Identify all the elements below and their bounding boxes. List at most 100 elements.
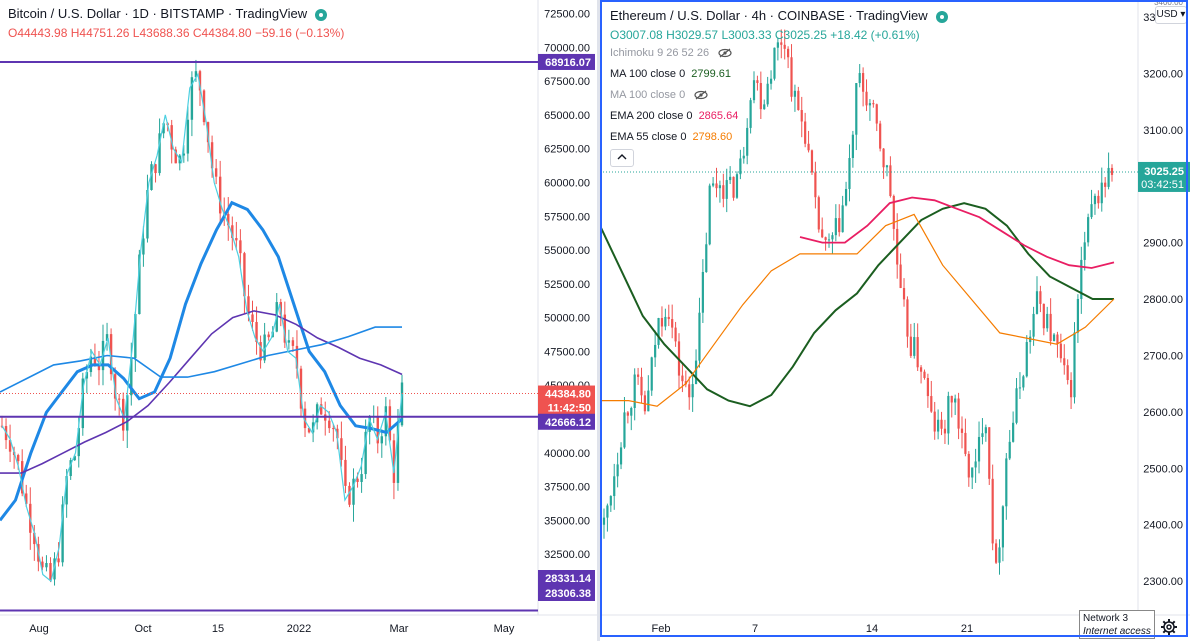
indicator-ichimoku[interactable]: Ichimoku 9 26 52 26	[610, 47, 732, 59]
candle-body	[971, 467, 974, 478]
y-tick-label: 2400.00	[1143, 520, 1183, 532]
btc-chart[interactable]: 72500.00 70000.00 67500.00 65000.00 62500.00…	[0, 0, 597, 641]
indicator-ema55[interactable]: EMA 55 close 0 2798.60	[610, 131, 733, 143]
gear-icon[interactable]	[1160, 618, 1178, 636]
x-tick-label: Oct	[134, 623, 151, 635]
eth-ohlc: O3007.08 H3029.57 L3003.33 C3025.25 +18.…	[610, 28, 920, 42]
candle-body	[364, 431, 367, 475]
candle-body	[746, 127, 749, 156]
candle-body	[16, 455, 20, 462]
candle-body	[1008, 441, 1011, 459]
indicator-line	[600, 202, 1114, 408]
eye-hidden-icon[interactable]	[718, 48, 732, 58]
eth-chart-pane[interactable]: 3400.003300.003200.003100.003000.002900.…	[600, 0, 1190, 641]
countdown-label: 03:42:51	[1141, 179, 1184, 191]
y-tick-label: 47500.00	[544, 346, 590, 358]
candle-body	[142, 238, 145, 255]
eye-hidden-icon[interactable]	[694, 90, 708, 100]
candle-body	[954, 398, 957, 403]
candle-body	[97, 364, 101, 371]
candle-body	[841, 205, 844, 233]
candle-body	[729, 176, 732, 181]
y-tick-label: 37500.00	[544, 482, 590, 494]
candle-body	[81, 378, 85, 429]
candle-body	[705, 244, 708, 273]
y-tick-label: 62500.00	[544, 144, 590, 156]
candle-body	[984, 427, 987, 434]
candle-body	[1087, 217, 1090, 243]
candle-body	[1039, 291, 1042, 304]
candle-body	[636, 374, 640, 377]
candle-body	[210, 142, 214, 169]
candle-body	[725, 180, 728, 199]
candle-body	[1097, 195, 1100, 204]
candle-body	[311, 422, 315, 433]
last-price-label: 44384.80	[545, 389, 591, 401]
candle-body	[33, 532, 36, 545]
level-label-bottom-1-bg	[538, 570, 595, 586]
candle-body	[773, 47, 776, 79]
candle-body	[872, 103, 875, 105]
candle-body	[231, 225, 234, 239]
candle-body	[923, 371, 926, 378]
eth-close: C3025.25	[774, 28, 827, 42]
level-label-bottom-1: 28331.14	[545, 573, 592, 585]
candle-body	[1032, 313, 1035, 337]
candle-body	[899, 264, 902, 289]
candle-body	[259, 342, 262, 361]
fast-ma-line	[1, 72, 403, 583]
candle-body	[1042, 303, 1045, 329]
candle-body	[688, 384, 691, 398]
btc-chart-pane[interactable]: 72500.00 70000.00 67500.00 65000.00 62500.00…	[0, 0, 597, 641]
candle-body	[255, 321, 258, 343]
candle-body	[360, 474, 363, 482]
network-tooltip: Network 3 Internet access	[1079, 610, 1155, 639]
candle-body	[61, 504, 64, 563]
candle-body	[8, 440, 12, 452]
candle-body	[1100, 182, 1103, 204]
candle-body	[882, 148, 885, 168]
chevron-up-icon	[617, 154, 627, 160]
y-tick-label: 2500.00	[1143, 463, 1183, 475]
candle-body	[239, 240, 242, 254]
candle-body	[263, 334, 266, 361]
candle-body	[1046, 313, 1049, 329]
candle-body	[162, 123, 165, 134]
candle-body	[838, 218, 841, 233]
x-tick-label: Aug	[29, 623, 49, 635]
candle-body	[681, 375, 684, 382]
eth-chart[interactable]: 3400.003300.003200.003100.003000.002900.…	[600, 0, 1190, 641]
indicator-ema200[interactable]: EMA 200 close 0 2865.64	[610, 110, 739, 122]
y-tick-label: 67500.00	[544, 76, 590, 88]
candle-body	[790, 57, 793, 97]
candle-body	[633, 374, 636, 408]
candle-body	[892, 195, 895, 229]
candle-body	[109, 334, 113, 375]
candle-body	[158, 133, 161, 174]
currency-button[interactable]: USD ▾	[1155, 6, 1187, 24]
y-tick-label-cut: 3400.00	[1154, 0, 1183, 7]
y-tick-label: 2600.00	[1143, 407, 1183, 419]
candle-body	[315, 404, 319, 423]
candle-body	[654, 344, 657, 358]
candle-body	[817, 197, 820, 230]
candle-body	[251, 314, 254, 322]
btc-close: C44384.80	[192, 26, 252, 40]
candle-body	[623, 412, 626, 448]
pane-divider[interactable]	[597, 0, 600, 641]
candle-body	[640, 376, 643, 396]
candle-body	[368, 417, 371, 432]
indicator-ma100-a[interactable]: MA 100 close 0 2799.61	[610, 68, 731, 80]
indicator-ma100-b[interactable]: MA 100 close 0	[610, 89, 708, 101]
candle-body	[674, 327, 677, 342]
candle-body	[793, 90, 797, 97]
candle-body	[909, 336, 912, 356]
candle-body	[787, 48, 790, 58]
candle-body	[875, 104, 878, 124]
btc-legend: Bitcoin / U.S. Dollar · 1D · BITSTAMP · …	[8, 6, 328, 21]
candle-body	[715, 183, 718, 189]
candle-body	[797, 90, 800, 110]
candle-body	[214, 168, 218, 177]
collapse-legend-button[interactable]	[610, 149, 634, 167]
indicator-line	[0, 310, 403, 474]
